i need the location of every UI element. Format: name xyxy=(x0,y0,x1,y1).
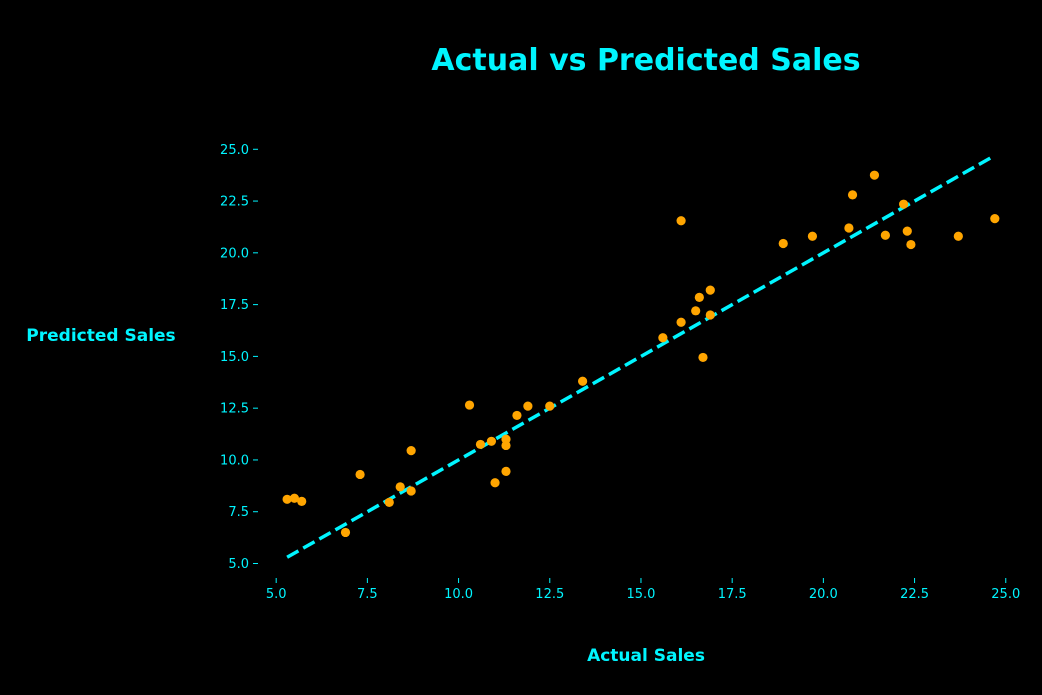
data-point xyxy=(340,527,351,538)
data-point xyxy=(676,317,686,327)
data-point xyxy=(847,190,858,200)
data-point xyxy=(486,436,497,446)
data-point xyxy=(705,310,715,320)
y-tick-label: 17.5 xyxy=(220,298,249,313)
x-tick-label: 12.5 xyxy=(535,587,564,602)
x-tick-label: 7.5 xyxy=(357,587,378,602)
data-point xyxy=(844,223,854,233)
data-point xyxy=(906,239,916,250)
data-point xyxy=(880,230,890,240)
data-point xyxy=(395,482,405,492)
data-point xyxy=(902,226,912,236)
data-point xyxy=(501,440,511,451)
y-tick-label: 10.0 xyxy=(220,453,249,468)
data-point xyxy=(807,231,818,241)
data-point xyxy=(406,446,416,456)
data-point xyxy=(578,376,588,386)
x-tick-label: 17.5 xyxy=(718,587,747,602)
data-point xyxy=(464,400,475,410)
data-points xyxy=(282,170,1000,538)
y-tick-label: 5.0 xyxy=(228,557,249,572)
data-point xyxy=(490,478,500,488)
x-tick-label: 22.5 xyxy=(900,587,929,602)
data-point xyxy=(384,497,394,508)
data-point xyxy=(282,494,292,504)
data-point xyxy=(899,199,909,209)
data-point xyxy=(475,439,486,450)
y-tick-label: 20.0 xyxy=(220,246,249,261)
x-tick-label: 25.0 xyxy=(991,587,1020,602)
y-axis-ticks: 5.0 7.5 10.0 12.5 15.0 17.5 20.0 22.5 25.0 xyxy=(220,143,258,572)
data-point xyxy=(705,285,715,295)
y-tick-label: 25.0 xyxy=(220,143,249,158)
x-tick-label: 10.0 xyxy=(444,587,473,602)
data-point xyxy=(869,170,880,180)
data-point xyxy=(289,493,300,503)
data-point xyxy=(691,306,701,316)
data-point xyxy=(355,469,365,480)
data-point xyxy=(658,333,668,343)
data-point xyxy=(778,238,788,249)
data-point xyxy=(297,496,307,506)
data-point xyxy=(523,401,533,411)
data-point xyxy=(694,292,704,302)
chart-title: Actual vs Predicted Sales xyxy=(431,43,860,78)
y-tick-label: 22.5 xyxy=(220,195,249,210)
x-tick-label: 15.0 xyxy=(626,587,655,602)
data-point xyxy=(990,214,1000,224)
y-tick-label: 15.0 xyxy=(220,350,249,365)
y-tick-label: 7.5 xyxy=(228,505,249,520)
data-point xyxy=(953,231,963,241)
data-point xyxy=(545,401,555,411)
x-axis-ticks: 5.0 7.5 10.0 12.5 15.0 17.5 20.0 22.5 25.0 xyxy=(266,578,1020,602)
reference-line xyxy=(286,153,996,559)
x-tick-label: 5.0 xyxy=(266,587,287,602)
x-axis-label: Actual Sales xyxy=(587,646,705,666)
data-point xyxy=(512,410,522,421)
data-point xyxy=(501,466,511,476)
data-point xyxy=(406,486,416,496)
data-point xyxy=(698,352,708,363)
data-point xyxy=(676,216,686,226)
y-axis-label: Predicted Sales xyxy=(26,326,175,346)
x-tick-label: 20.0 xyxy=(809,587,838,602)
y-tick-label: 12.5 xyxy=(220,402,249,417)
